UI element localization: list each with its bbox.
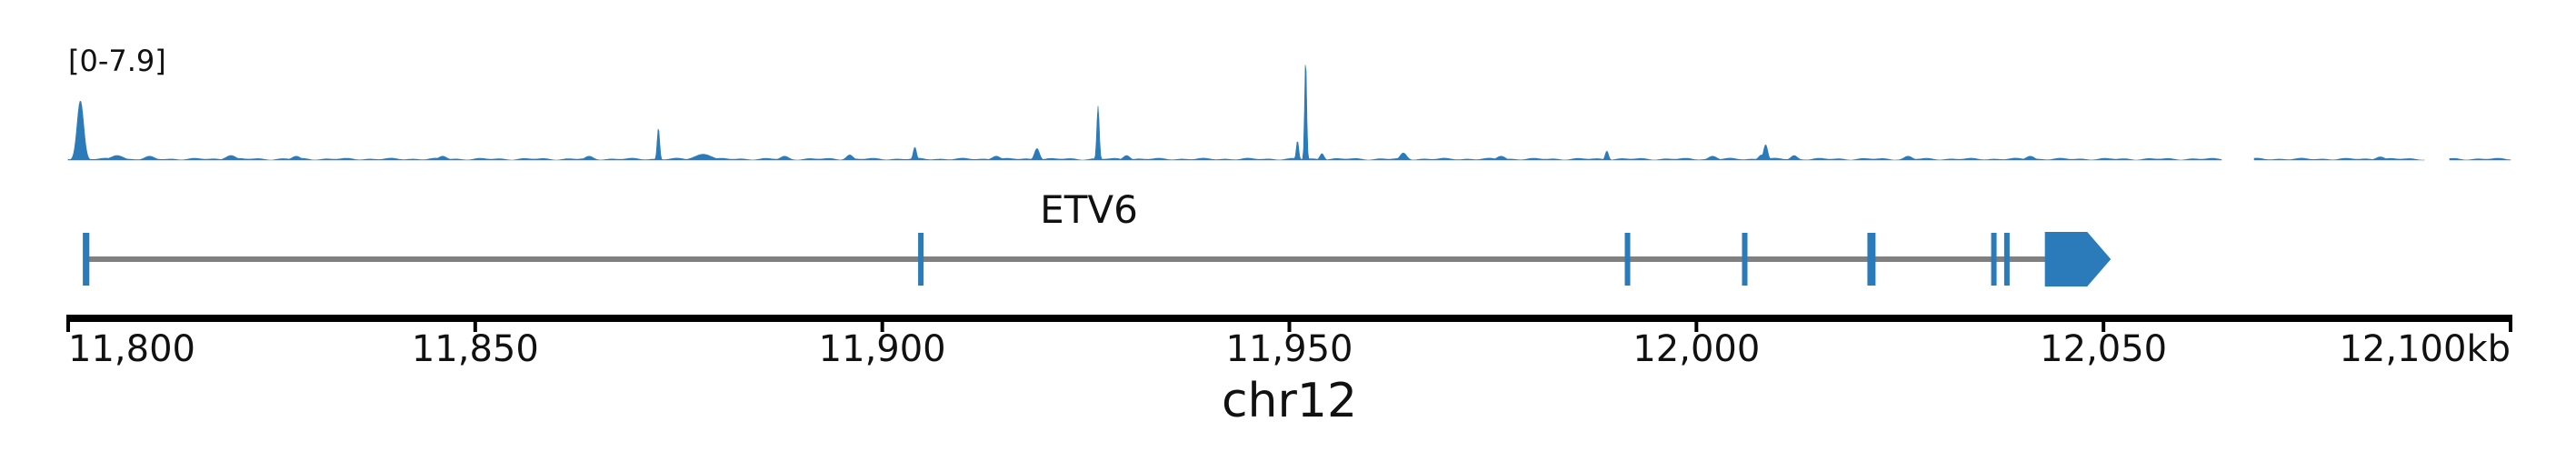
coverage-track: [0-7.9]: [67, 44, 2511, 161]
x-axis-tick-label: 12,000: [1632, 328, 1760, 370]
x-axis-tick-label: 12,100kb: [2339, 328, 2511, 370]
x-axis: 11,800 11,850 11,900 11,950 12,000 12,050 12,1…: [66, 315, 2512, 428]
gene-track: ETV6: [83, 187, 2112, 286]
x-axis-tick-label: 12,050: [2040, 328, 2167, 370]
x-axis-tick-label: 11,900: [819, 328, 946, 370]
coverage-area: [67, 65, 2511, 161]
gene-exon: [2003, 233, 2010, 286]
x-axis-tick-label: 11,800: [68, 328, 195, 370]
x-axis-ticks: 11,800 11,850 11,900 11,950 12,000 12,050 12,1…: [66, 318, 2512, 370]
gene-name-label: ETV6: [1040, 187, 1138, 232]
x-axis-tick-label: 11,850: [412, 328, 539, 370]
gene-exon: [918, 233, 924, 286]
gene-exon-terminal-arrow: [2044, 232, 2112, 286]
gene-exon: [83, 233, 90, 286]
gene-exon: [1742, 233, 1748, 286]
chromosome-label: chr12: [1222, 374, 1357, 428]
gene-exons: [83, 232, 2112, 286]
coverage-range-label: [0-7.9]: [68, 44, 166, 78]
gene-exon: [1867, 233, 1876, 286]
x-axis-tick-label: 11,950: [1226, 328, 1353, 370]
gene-exon: [1624, 233, 1631, 286]
gene-exon: [1991, 233, 1997, 286]
